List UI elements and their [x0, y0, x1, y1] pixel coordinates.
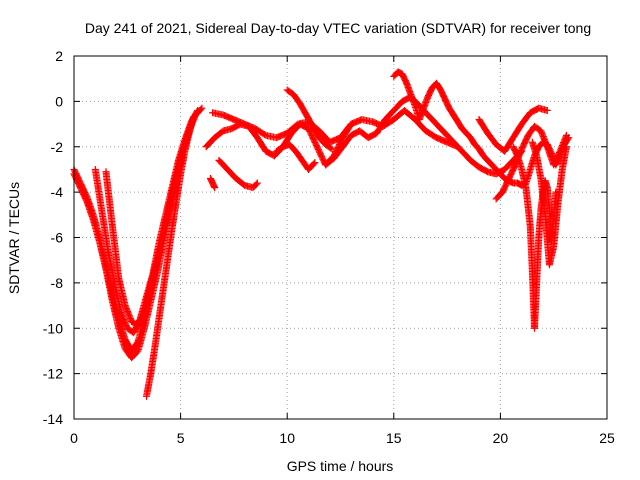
y-tick-label: 0 — [55, 93, 63, 109]
data-point — [198, 104, 206, 112]
data-points — [70, 68, 573, 400]
x-tick-label: 15 — [386, 430, 402, 446]
series-sat-p — [528, 138, 570, 269]
y-tick-label: -6 — [51, 230, 64, 246]
data-point — [194, 106, 202, 114]
data-point — [543, 106, 551, 114]
data-point — [562, 143, 570, 151]
series-sat-j — [283, 86, 336, 153]
y-tick-label: -2 — [51, 139, 64, 155]
y-tick-label: -4 — [51, 184, 64, 200]
data-point — [197, 105, 205, 113]
y-axis-label: SDTVAR / TECUs — [6, 182, 22, 294]
x-tick-labels: 0 5 10 15 20 25 — [70, 430, 615, 446]
data-point — [253, 179, 261, 187]
data-point — [193, 108, 201, 116]
x-tick-label: 0 — [70, 430, 78, 446]
data-point — [189, 113, 197, 121]
y-tick-label: -10 — [43, 320, 63, 336]
series-sat-n — [492, 122, 570, 203]
y-tick-labels: -14 -12 -10 -8 -6 -4 -2 0 2 — [43, 48, 63, 427]
data-point — [311, 159, 319, 167]
y-tick-label: -14 — [43, 411, 63, 427]
data-point — [252, 180, 260, 188]
chart-title: Day 241 of 2021, Sidereal Day-to-day VTE… — [85, 20, 591, 36]
x-tick-label: 20 — [493, 430, 509, 446]
x-axis-label: GPS time / hours — [287, 458, 394, 474]
series-sat-l — [322, 93, 526, 178]
series-sat-k — [273, 140, 319, 173]
y-tick-label: -8 — [51, 275, 64, 291]
series-sat-q — [475, 104, 551, 155]
axis-ticks — [73, 55, 608, 420]
data-point — [347, 120, 355, 128]
data-point — [346, 121, 354, 129]
data-point — [562, 131, 570, 139]
data-point — [328, 145, 336, 153]
data-point — [327, 144, 335, 152]
x-tick-label: 10 — [279, 430, 295, 446]
x-tick-label: 5 — [177, 430, 185, 446]
y-tick-label: -12 — [43, 366, 63, 382]
x-tick-label: 25 — [599, 430, 615, 446]
data-point — [310, 160, 318, 168]
series-sat-e — [142, 113, 197, 400]
series-sat-h — [215, 156, 261, 192]
series-sat-i — [206, 175, 219, 192]
data-point — [211, 184, 219, 192]
y-tick-label: 2 — [55, 48, 63, 64]
